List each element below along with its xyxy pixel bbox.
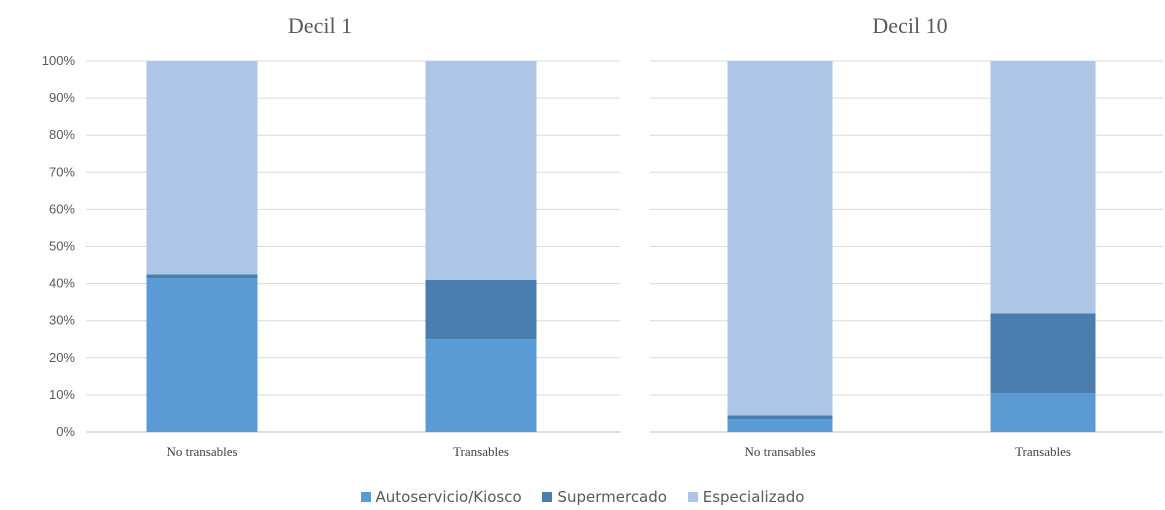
y-tick-label-40: 40% (49, 276, 75, 291)
bar-p2-transables-autoservicio-kiosco (990, 393, 1096, 432)
bar-p1-no-transables-especializado (146, 61, 258, 275)
legend-swatch-especializado (687, 491, 698, 502)
legend-item-especializado: Especializado (687, 488, 805, 506)
bar-p1-transables-especializado (425, 61, 537, 280)
y-tick-label-80: 80% (49, 127, 75, 142)
stacked-bar-charts: 0% 10% 20% 30% 40% 50% 60% 70% 80% 90% 100% Decil 1… (42, 13, 1163, 459)
y-tick-label-60: 60% (49, 201, 75, 216)
x-tick-label-p2-1: Transables (1015, 444, 1071, 459)
legend-item-supermercado: Supermercado (542, 488, 667, 506)
y-tick-label-90: 90% (49, 90, 75, 105)
legend-item-autoservicio: Autoservicio/Kiosco (360, 488, 522, 506)
x-tick-label-p1-1: Transables (453, 444, 509, 459)
y-tick-label-100: 100% (42, 53, 76, 68)
legend-label-autoservicio: Autoservicio/Kiosco (375, 488, 522, 506)
legend-label-especializado: Especializado (702, 488, 805, 506)
x-tick-label-p1-0: No transables (166, 444, 237, 459)
legend-swatch-supermercado (542, 491, 553, 502)
bar-p2-transables-especializado (990, 61, 1096, 314)
y-tick-label-50: 50% (49, 239, 75, 254)
bar-p1-no-transables-autoservicio-kiosco (146, 278, 258, 432)
x-tick-label-p2-0: No transables (744, 444, 815, 459)
legend-label-supermercado: Supermercado (557, 488, 667, 506)
bar-p2-no-transables-autoservicio-kiosco (727, 419, 833, 432)
y-tick-label-30: 30% (49, 313, 75, 328)
legend-swatch-autoservicio (360, 491, 371, 502)
bar-p2-transables-supermercado (990, 313, 1096, 394)
bar-p2-no-transables-supermercado (727, 415, 833, 420)
bar-p2-no-transables-especializado (727, 61, 833, 416)
bar-p1-no-transables-supermercado (146, 274, 258, 279)
y-tick-label-0: 0% (56, 424, 75, 439)
chart-title-1: Decil 1 (288, 13, 352, 38)
y-tick-label-70: 70% (49, 164, 75, 179)
chart-legend: Autoservicio/Kiosco Supermercado Especia… (0, 488, 1165, 506)
y-tick-label-10: 10% (49, 387, 75, 402)
bar-p1-transables-supermercado (425, 279, 537, 340)
bar-p1-transables-autoservicio-kiosco (425, 339, 537, 432)
chart-title-2: Decil 10 (872, 13, 947, 38)
y-tick-label-20: 20% (49, 350, 75, 365)
